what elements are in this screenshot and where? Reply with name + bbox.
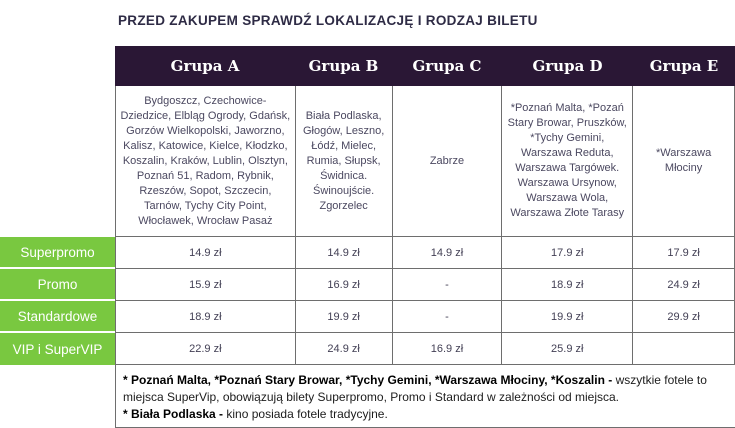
page-title: PRZED ZAKUPEM SPRAWDŹ LOKALIZACJĘ I RODZ… [118,13,538,28]
footnote-2-bold: * Biała Podlaska - [123,407,224,421]
price-cell: 16.9 zł [295,269,393,301]
price-cell: 18.9 zł [116,301,296,333]
cities-cell-grupa-b: Biała Podlaska, Głogów, Leszno, Łódź, Mi… [295,86,393,237]
footnote-2-text: kino posiada fotele tradycyjne. [223,407,388,421]
column-header-grupa-e: Grupa E [649,57,719,75]
price-row-promo: 15.9 zł 16.9 zł - 18.9 zł 24.9 zł [116,269,735,301]
price-cell: 14.9 zł [295,237,393,269]
price-row-vip: 22.9 zł 24.9 zł 16.9 zł 25.9 zł [116,333,735,365]
price-cell: 17.9 zł [633,237,735,269]
group-header-row: Grupa A Grupa B Grupa C Grupa D Grupa E [115,46,735,86]
price-row-standardowe: 18.9 zł 19.9 zł - 19.9 zł 29.9 zł [116,301,735,333]
column-header-grupa-a: Grupa A [170,57,240,75]
price-table: Bydgoszcz, Czechowice-Dziedzice, Elbląg … [115,86,735,428]
price-cell: 17.9 zł [502,237,634,269]
price-cell: 24.9 zł [295,333,393,365]
column-header-grupa-d: Grupa D [532,57,603,75]
price-cell: 29.9 zł [633,301,735,333]
price-cell: 25.9 zł [502,333,634,365]
price-cell: 22.9 zł [116,333,296,365]
footnotes: * Poznań Malta, *Poznań Stary Browar, *T… [116,365,735,428]
footnote-1-text: wszytkie fotele to miejsca SuperVip, obo… [123,373,707,404]
row-label-promo: Promo [0,269,115,301]
price-cell: 19.9 zł [295,301,393,333]
price-cell: 19.9 zł [502,301,634,333]
price-cell: 15.9 zł [116,269,296,301]
column-header-grupa-b: Grupa B [308,57,379,75]
price-cell: 18.9 zł [502,269,634,301]
price-cell: 14.9 zł [392,237,503,269]
cities-cell-grupa-c: Zabrze [392,86,503,237]
cities-row: Bydgoszcz, Czechowice-Dziedzice, Elbląg … [116,86,735,237]
ticket-type-labels: Superpromo Promo Standardowe VIP i Super… [0,237,115,365]
cities-cell-grupa-a: Bydgoszcz, Czechowice-Dziedzice, Elbląg … [116,86,296,237]
footnote-1-bold: * Poznań Malta, *Poznań Stary Browar, *T… [123,373,613,387]
row-label-standardowe: Standardowe [0,301,115,333]
price-cell [633,333,735,365]
price-cell: - [392,301,503,333]
price-cell: 16.9 zł [392,333,503,365]
price-cell: - [392,269,503,301]
price-cell: 24.9 zł [633,269,735,301]
price-cell: 14.9 zł [116,237,296,269]
price-row-superpromo: 14.9 zł 14.9 zł 14.9 zł 17.9 zł 17.9 zł [116,237,735,269]
row-label-vip: VIP i SuperVIP [0,333,115,365]
row-label-superpromo: Superpromo [0,237,115,269]
column-header-grupa-c: Grupa C [412,57,482,75]
cities-cell-grupa-d: *Poznań Malta, *Pozań Stary Browar, Prus… [502,86,634,237]
cities-cell-grupa-e: *Warszawa Młociny [633,86,735,237]
